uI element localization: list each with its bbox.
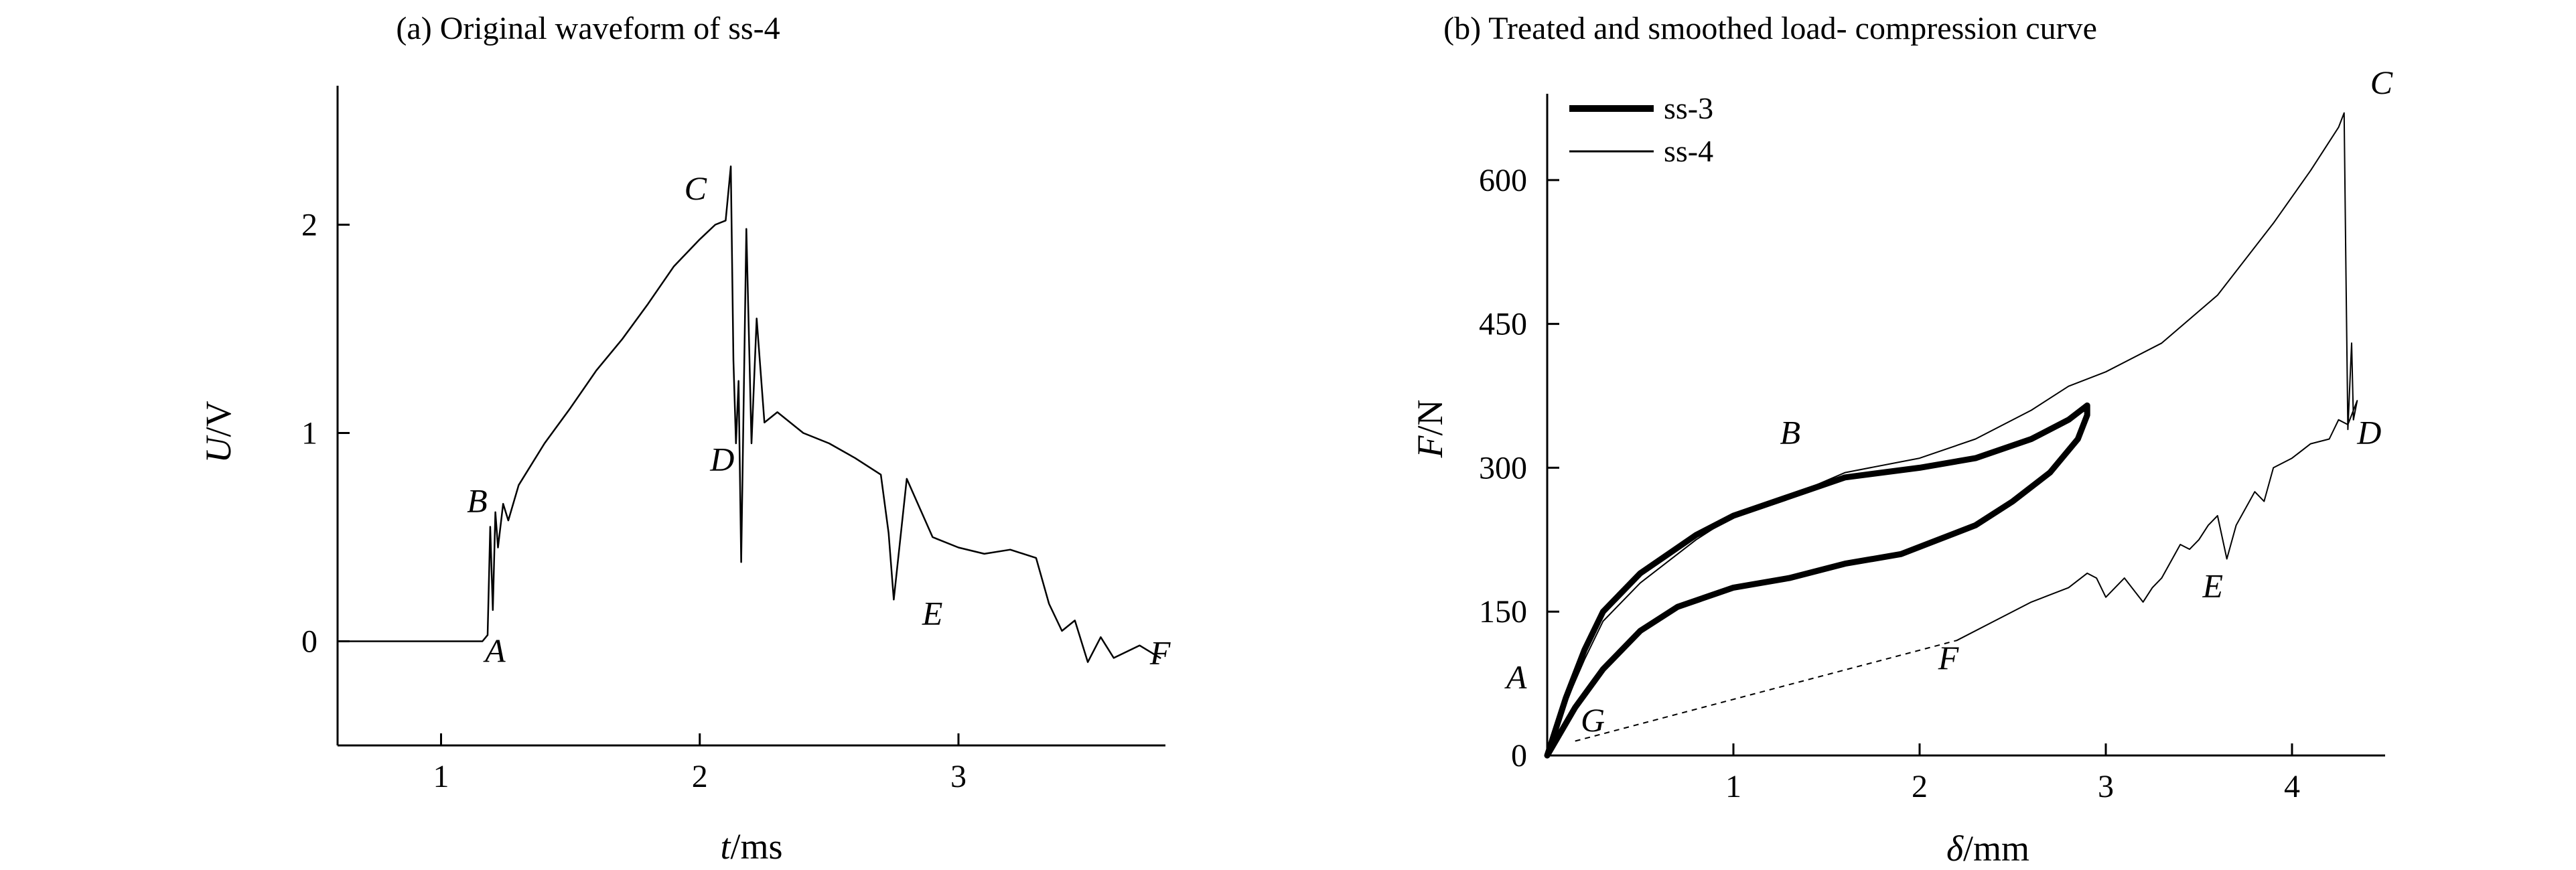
legend-label-ss-4: ss-4: [1664, 134, 1713, 168]
plot-frame: [1546, 94, 2385, 757]
point-label-f: F: [1938, 639, 1959, 676]
y-tick-label: 150: [1479, 594, 1527, 630]
x-axis-label: t/ms: [720, 826, 782, 867]
waveform-chart: (a) Original waveform of ss-4 1 2 3 0 1 2 A B C…: [198, 11, 1171, 867]
x-tick-label: 3: [950, 759, 967, 794]
point-label-a: A: [483, 632, 506, 670]
point-label-f: F: [1149, 634, 1171, 672]
point-label-b: B: [1780, 414, 1801, 451]
chart-panel-b: (b) Treated and smoothed load- compressi…: [1288, 0, 2576, 870]
x-axis-label: δ/mm: [1946, 828, 2029, 869]
series-line-waveform-0: [336, 165, 1161, 663]
chart-panel-a: (a) Original waveform of ss-4 1 2 3 0 1 2 A B C…: [198, 11, 1171, 867]
x-tick-label: 3: [2098, 769, 2114, 804]
x-tick-label: 4: [2284, 769, 2300, 804]
chart-title: (a) Original waveform of ss-4: [396, 11, 780, 46]
load-compression-chart: (b) Treated and smoothed load- compressi…: [1410, 11, 2393, 869]
plot-frame: [336, 86, 1165, 747]
y-tick-label: 300: [1479, 450, 1527, 486]
chart-title: (b) Treated and smoothed load- compressi…: [1443, 11, 2097, 46]
annotation-group: A B C D E F: [467, 169, 1171, 672]
point-label-c: C: [685, 169, 707, 207]
series-group: [336, 165, 1161, 663]
y-axis-label: F/N: [1410, 400, 1450, 459]
y-axis-label: U/V: [198, 401, 238, 463]
series-group: [1544, 112, 2358, 759]
point-label-b: B: [467, 482, 488, 520]
point-label-a: A: [1504, 658, 1527, 696]
annotation-group: A B C D E F G: [1504, 64, 2393, 739]
x-tick-label: 1: [1725, 769, 1741, 804]
point-label-d: D: [709, 440, 734, 478]
y-tick-label: 450: [1479, 307, 1527, 342]
series-line-ss-4: [1547, 112, 2358, 756]
point-label-e: E: [2202, 567, 2224, 605]
series-line-ss-3: [1544, 402, 2090, 759]
point-label-d: D: [2356, 414, 2381, 451]
point-label-e: E: [922, 595, 943, 632]
dashed-unloading-line: [1575, 640, 1957, 742]
tick-group: 1 2 3 0 1 2: [301, 208, 967, 795]
x-tick-label: 1: [433, 759, 449, 794]
x-tick-label: 2: [1912, 769, 1928, 804]
y-tick-label: 0: [1511, 738, 1527, 774]
tick-group: 1 2 3 4 0 150 300 450 600: [1479, 163, 2300, 804]
y-tick-label: 0: [301, 624, 317, 660]
y-tick-label: 2: [301, 208, 317, 243]
x-tick-label: 2: [692, 759, 708, 794]
legend: ss-3 ss-4: [1569, 91, 1713, 168]
y-tick-label: 600: [1479, 163, 1527, 198]
point-label-c: C: [2370, 64, 2393, 101]
point-label-g: G: [1581, 701, 1605, 739]
y-tick-label: 1: [301, 416, 317, 451]
legend-label-ss-3: ss-3: [1664, 91, 1713, 125]
